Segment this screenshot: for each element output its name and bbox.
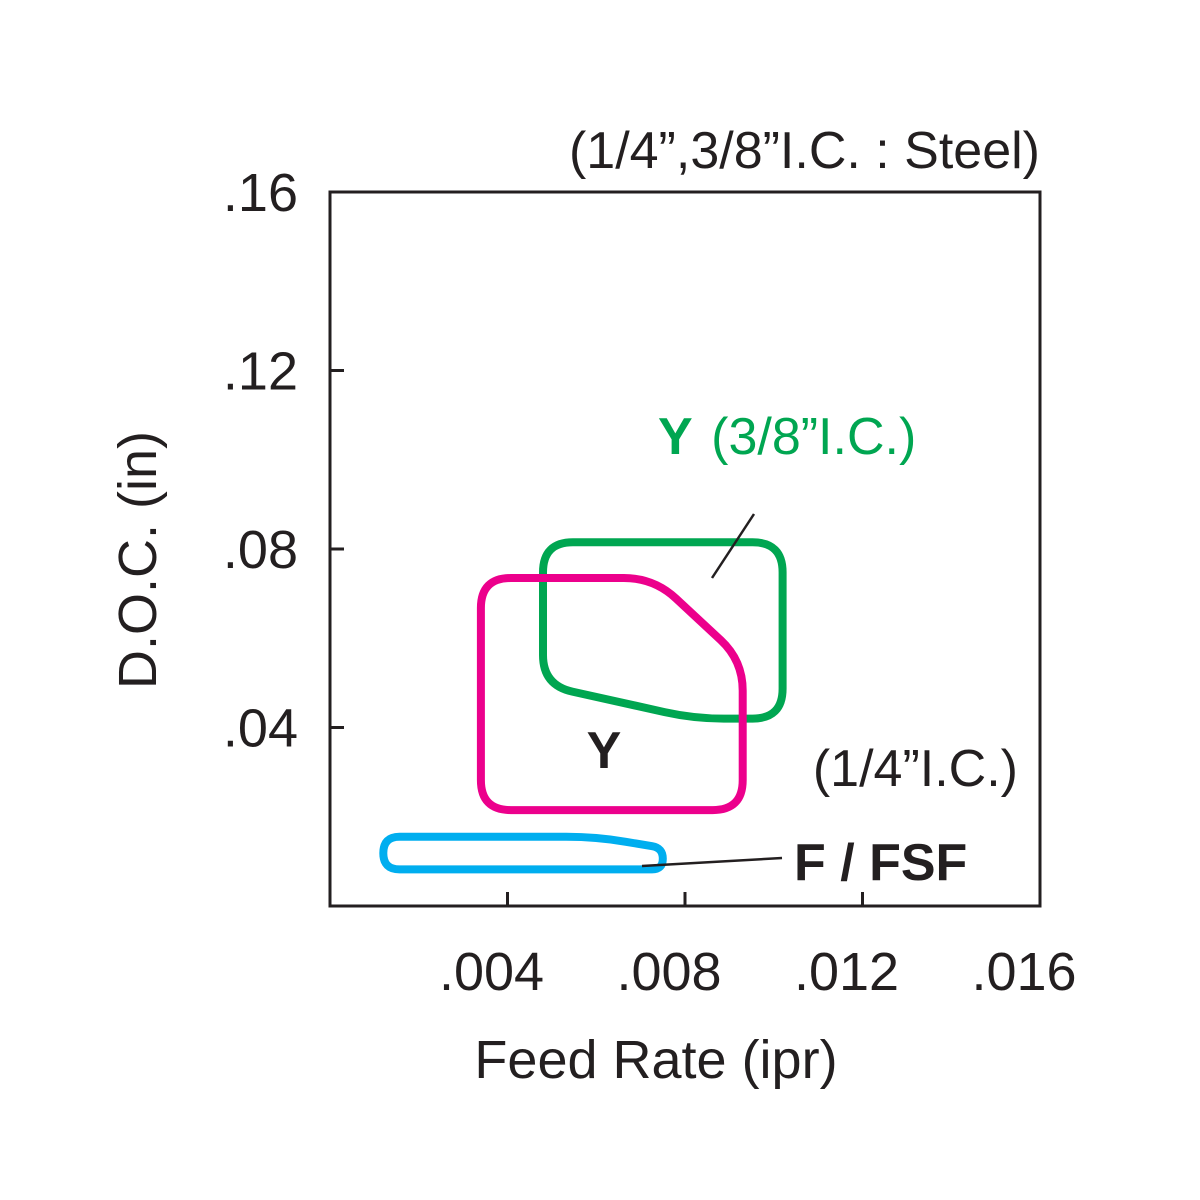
- region-outlines: [379, 538, 787, 874]
- x-tick-label: .012: [794, 942, 899, 1002]
- y-tick-label: .08: [223, 520, 298, 580]
- region-label-y-3-8-note: (3/8”I.C.): [711, 408, 916, 466]
- x-tick-label: .004: [439, 942, 544, 1002]
- leader-line-f-fsf: [641, 856, 783, 868]
- y-axis-title: D.O.C. (in): [108, 431, 168, 689]
- x-tick-label: .016: [971, 942, 1076, 1002]
- x-tick-label: .008: [616, 942, 721, 1002]
- x-axis-ticks: .004 .008 .012 .016: [439, 892, 1077, 1002]
- region-label-y-1-4-bold: Y: [587, 722, 622, 780]
- y-axis-ticks: .04 .08 .12 .16: [223, 163, 344, 759]
- region-label-y-1-4-note: (1/4”I.C.): [813, 740, 1018, 798]
- y-tick-label: .04: [223, 699, 298, 759]
- region-label-f-fsf: F / FSF: [794, 834, 967, 892]
- region-f-fsf-outline: [379, 832, 667, 874]
- chart-title: (1/4”,3/8”I.C. : Steel): [569, 122, 1040, 180]
- y-tick-label: .16: [223, 163, 298, 223]
- y-tick-label: .12: [223, 342, 298, 402]
- region-label-y-3-8-bold: Y: [658, 408, 693, 466]
- plot-frame: [328, 190, 1042, 908]
- region-label-y-3-8: Y (3/8”I.C.): [658, 408, 916, 466]
- region-y-1-4-outline: [476, 574, 747, 815]
- region-y-3-8-outline: [539, 538, 787, 723]
- leader-line-y-3-8: [710, 513, 756, 579]
- x-axis-title: Feed Rate (ipr): [474, 1030, 837, 1090]
